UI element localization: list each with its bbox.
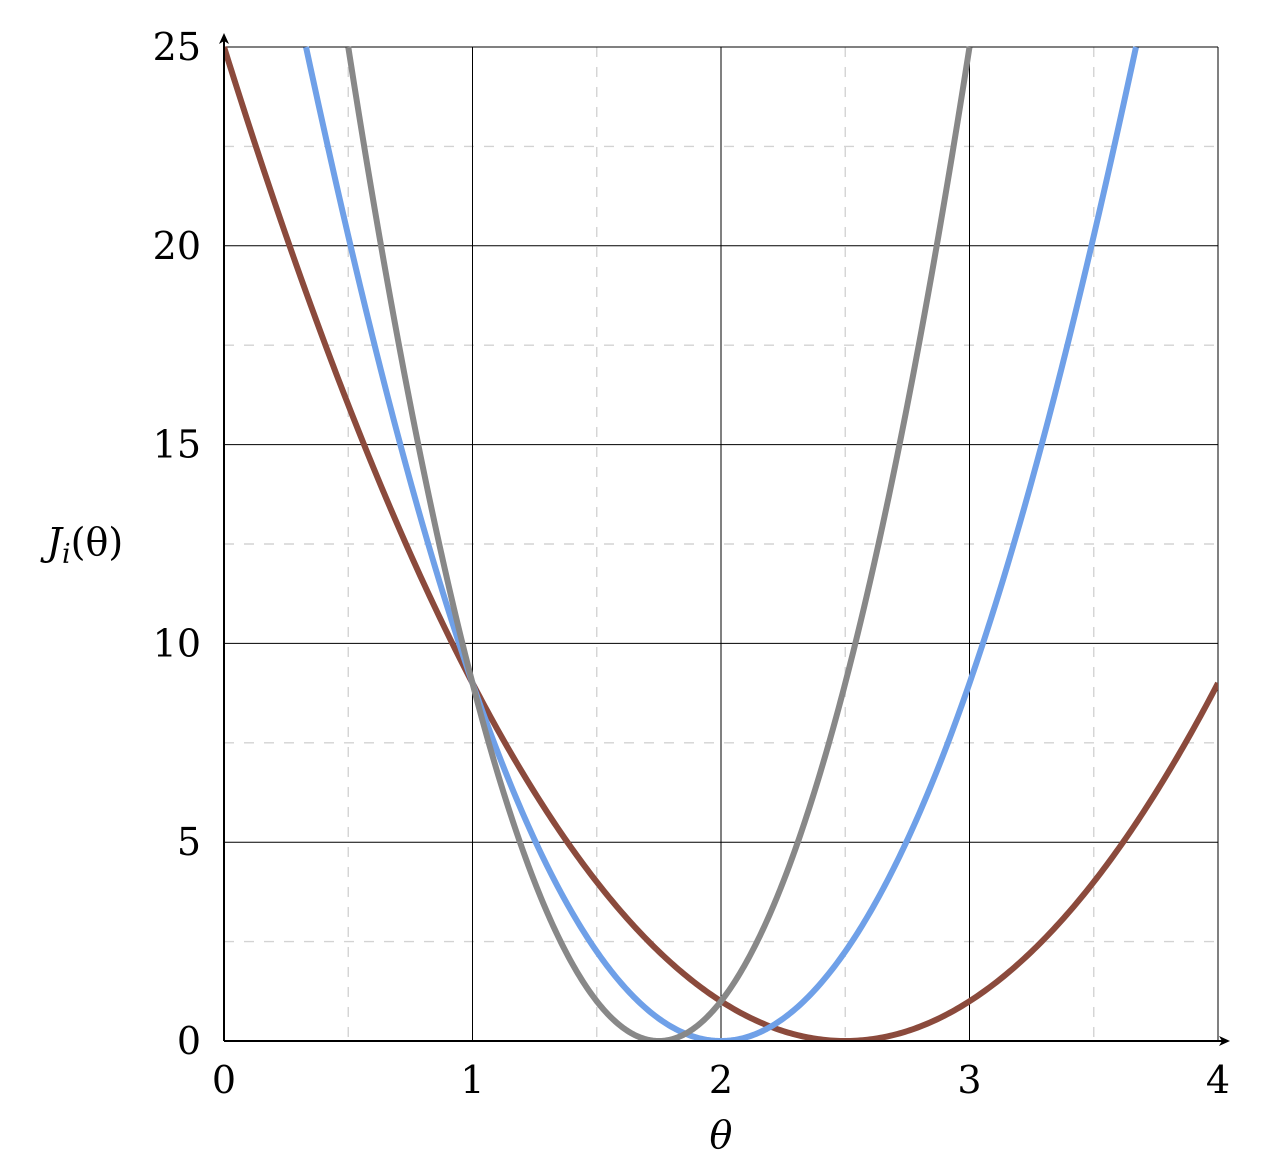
x-tick-label: 3 (957, 1058, 981, 1102)
x-axis-title: θ (710, 1113, 733, 1157)
y-axis-title-sub: i (62, 539, 71, 570)
x-axis-arrow (1219, 1036, 1230, 1046)
y-tick-label: 5 (177, 820, 201, 864)
x-tick-label: 1 (460, 1058, 484, 1102)
y-tick-label: 0 (177, 1019, 201, 1063)
y-axis-title-main: J (40, 520, 64, 564)
x-tick-label: 0 (212, 1058, 236, 1102)
y-axis-title-rest: (θ) (71, 520, 124, 564)
series-line-3 (345, 46, 973, 1041)
y-tick-label: 20 (153, 224, 201, 268)
minor-grid (224, 47, 1218, 1041)
axes (219, 33, 1230, 1046)
x-tick-label: 4 (1206, 1058, 1230, 1102)
y-tick-label: 15 (153, 423, 201, 467)
y-tick-label: 25 (153, 25, 201, 69)
series-line-2 (303, 46, 1139, 1041)
y-axis-arrow (219, 33, 229, 44)
tick-labels: 0 1 2 3 4 0 5 10 15 20 25 (153, 25, 1230, 1102)
series-layer (224, 46, 1218, 1041)
y-axis-title: Ji(θ) (40, 520, 123, 570)
y-tick-label: 10 (153, 621, 201, 665)
x-tick-label: 2 (709, 1058, 733, 1102)
